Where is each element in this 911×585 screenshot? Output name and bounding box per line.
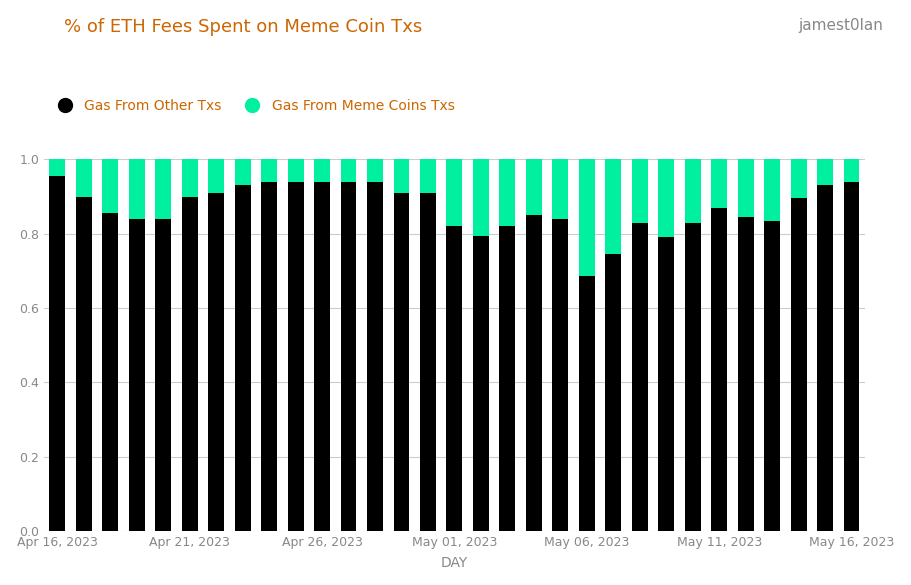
Bar <box>394 193 409 531</box>
Bar <box>473 236 489 531</box>
Bar <box>288 182 303 531</box>
Bar <box>76 197 92 531</box>
Bar <box>791 159 806 198</box>
Bar <box>76 159 92 197</box>
Bar <box>155 219 171 531</box>
Bar <box>844 159 859 182</box>
Bar <box>632 159 648 222</box>
Bar <box>526 215 542 531</box>
Bar <box>49 159 66 176</box>
Bar <box>261 182 277 531</box>
Bar <box>49 176 66 531</box>
Bar <box>738 159 753 217</box>
Bar <box>817 159 833 185</box>
Text: jamest0lan: jamest0lan <box>799 18 884 33</box>
Bar <box>552 219 568 531</box>
Bar <box>764 221 780 531</box>
Bar <box>632 222 648 531</box>
Bar <box>420 193 435 531</box>
Bar <box>235 159 251 185</box>
Legend: Gas From Other Txs, Gas From Meme Coins Txs: Gas From Other Txs, Gas From Meme Coins … <box>51 99 455 113</box>
Bar <box>659 238 674 531</box>
Bar <box>659 159 674 238</box>
Bar <box>499 226 516 531</box>
Bar <box>605 159 621 254</box>
Bar <box>367 159 383 182</box>
Bar <box>367 182 383 531</box>
Bar <box>473 159 489 236</box>
Bar <box>446 159 463 226</box>
Bar <box>817 185 833 531</box>
Bar <box>605 254 621 531</box>
Bar <box>341 182 356 531</box>
Bar <box>102 214 118 531</box>
Bar <box>844 182 859 531</box>
Bar <box>155 159 171 219</box>
Bar <box>235 185 251 531</box>
Bar <box>181 197 198 531</box>
Bar <box>738 217 753 531</box>
Bar <box>711 159 727 208</box>
Bar <box>288 159 303 182</box>
Bar <box>685 159 701 222</box>
Bar <box>685 222 701 531</box>
Bar <box>341 159 356 182</box>
Bar <box>209 159 224 193</box>
Bar <box>499 159 516 226</box>
Bar <box>446 226 463 531</box>
Bar <box>526 159 542 215</box>
Bar <box>420 159 435 193</box>
Bar <box>128 159 145 219</box>
Bar <box>791 198 806 531</box>
Bar <box>314 159 330 182</box>
Bar <box>552 159 568 219</box>
Bar <box>314 182 330 531</box>
Bar <box>102 159 118 214</box>
Bar <box>578 159 595 277</box>
Bar <box>578 277 595 531</box>
Bar <box>711 208 727 531</box>
Text: % of ETH Fees Spent on Meme Coin Txs: % of ETH Fees Spent on Meme Coin Txs <box>64 18 422 36</box>
Bar <box>209 193 224 531</box>
Bar <box>128 219 145 531</box>
Bar <box>181 159 198 197</box>
Bar <box>764 159 780 221</box>
Bar <box>261 159 277 182</box>
Bar <box>394 159 409 193</box>
X-axis label: DAY: DAY <box>441 556 468 570</box>
